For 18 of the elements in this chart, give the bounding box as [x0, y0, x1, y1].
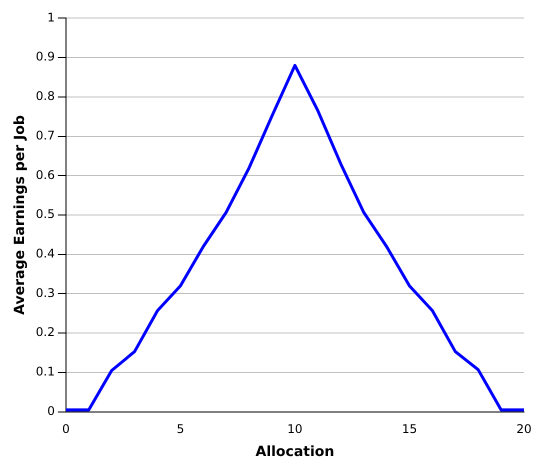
y-axis-title: Average Earnings per Job — [12, 115, 28, 315]
y-tick-label: 0.4 — [36, 246, 55, 260]
x-tick-label: 15 — [402, 422, 418, 436]
y-tick-label: 0.1 — [36, 364, 55, 379]
y-tick-label: 0.8 — [36, 89, 55, 104]
x-tick-label: 5 — [176, 422, 184, 436]
x-tick-label: 0 — [62, 422, 70, 436]
y-tick-label: 0.3 — [36, 286, 55, 300]
y-tick-label: 1 — [47, 10, 55, 24]
y-tick-label: 0.5 — [36, 207, 55, 222]
y-tick-label: 0.6 — [36, 168, 55, 182]
y-tick-label: 0.7 — [36, 128, 55, 142]
y-tick-label: 0.9 — [36, 50, 55, 64]
x-tick-label: 20 — [516, 422, 532, 436]
y-tick-label: 0.2 — [36, 325, 55, 340]
x-tick-label: 10 — [287, 422, 303, 436]
y-tick-label: 0 — [47, 404, 55, 418]
x-axis-title: Allocation — [256, 444, 334, 460]
